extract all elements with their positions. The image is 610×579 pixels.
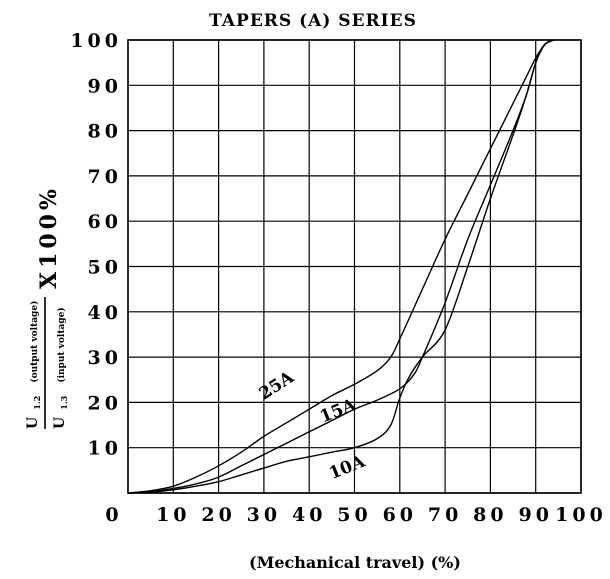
curve-15a bbox=[127, 39, 555, 494]
y-label-denominator-note: (input voltage) bbox=[56, 307, 67, 382]
y-tick-label: 70 bbox=[88, 166, 122, 188]
y-tick-label: 40 bbox=[88, 302, 122, 324]
x-tick-label: 0 bbox=[105, 504, 122, 526]
y-axis-label: U 1.2 (output voltage) U 1.3 (input volt… bbox=[22, 185, 71, 429]
y-tick-label: 100 bbox=[70, 30, 122, 52]
x-axis-label: (Mechanical travel) (%) bbox=[249, 553, 461, 572]
curve-10a bbox=[127, 39, 555, 494]
curves bbox=[127, 39, 555, 494]
chart-title: TAPERS (A) SERIES bbox=[209, 11, 417, 31]
y-tick-label: 60 bbox=[88, 211, 122, 233]
x-tick-label: 80 bbox=[473, 504, 507, 526]
plot-frame bbox=[127, 39, 582, 494]
y-tick-labels: 10 20 30 40 50 60 70 80 90 100 bbox=[70, 30, 122, 460]
y-label-multiplier: X100% bbox=[36, 185, 62, 289]
x-tick-label: 20 bbox=[201, 504, 235, 526]
y-label-denominator: U 1.3 (input voltage) bbox=[49, 307, 71, 429]
y-label-denominator-main: U bbox=[52, 417, 68, 429]
x-tick-label: 10 bbox=[156, 504, 190, 526]
y-tick-label: 10 bbox=[88, 438, 122, 460]
y-tick-label: 90 bbox=[88, 75, 122, 97]
y-tick-label: 30 bbox=[88, 347, 122, 369]
y-label-numerator: U 1.2 (output voltage) bbox=[22, 301, 44, 429]
series-label-10a: 10A bbox=[326, 451, 368, 484]
y-tick-label: 50 bbox=[88, 257, 122, 279]
y-label-numerator-main: U bbox=[25, 417, 41, 429]
y-tick-label: 80 bbox=[88, 121, 122, 143]
x-tick-label: 50 bbox=[337, 504, 371, 526]
y-label-numerator-note: (output voltage) bbox=[29, 301, 40, 383]
curve-25a bbox=[127, 39, 555, 494]
x-tick-labels: 0 10 20 30 40 50 60 70 80 90 100 bbox=[105, 504, 607, 526]
x-tick-label: 70 bbox=[428, 504, 462, 526]
x-tick-label: 100 bbox=[555, 504, 607, 526]
grid bbox=[127, 39, 582, 494]
x-tick-label: 30 bbox=[247, 504, 281, 526]
y-label-numerator-sub: 1.2 bbox=[32, 396, 42, 410]
x-tick-label: 40 bbox=[292, 504, 326, 526]
y-label-denominator-sub: 1.3 bbox=[59, 395, 69, 409]
series-label-25a: 25A bbox=[256, 367, 298, 404]
y-tick-label: 20 bbox=[88, 392, 122, 414]
x-tick-label: 60 bbox=[383, 504, 417, 526]
x-tick-label: 90 bbox=[518, 504, 552, 526]
